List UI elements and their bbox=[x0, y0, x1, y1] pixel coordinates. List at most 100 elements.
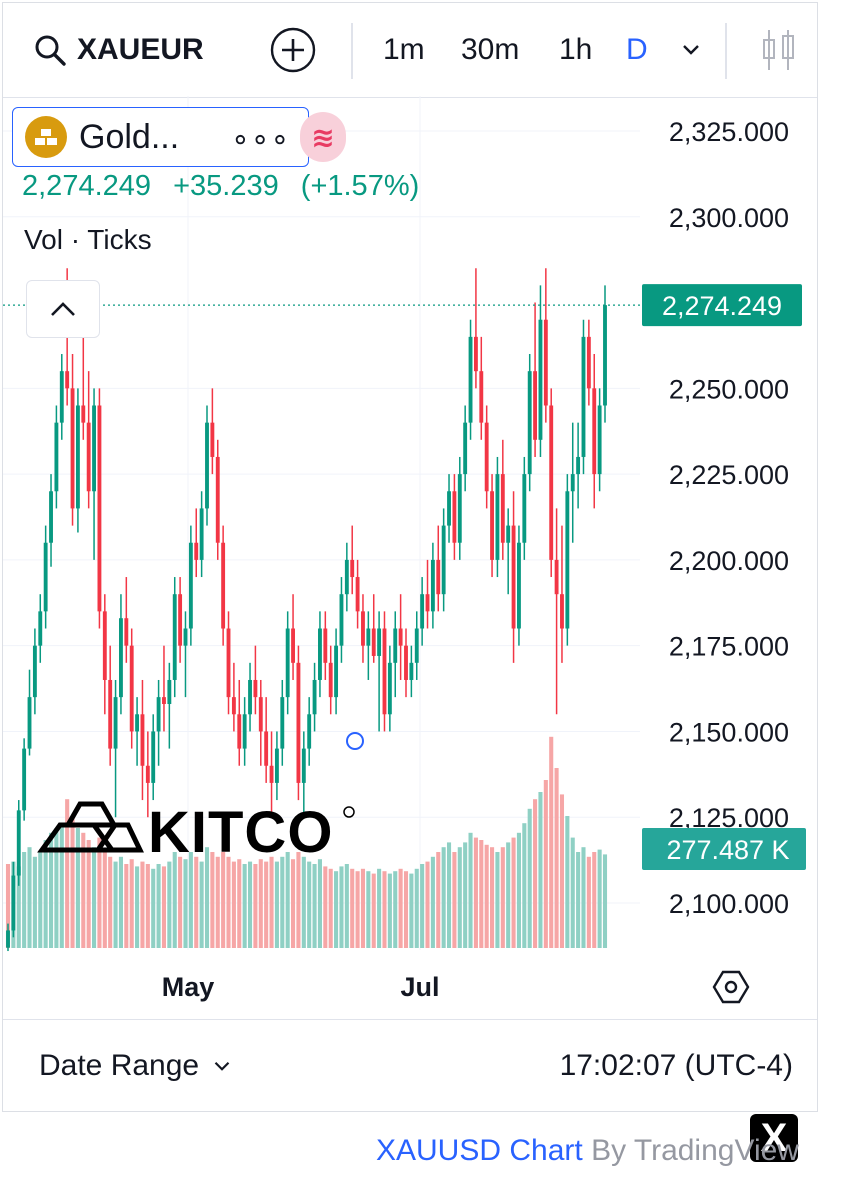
volume-bar bbox=[506, 842, 511, 948]
volume-bar bbox=[387, 873, 392, 948]
candle-body bbox=[151, 731, 156, 783]
volume-bar bbox=[118, 856, 123, 948]
volume-bar bbox=[420, 864, 425, 948]
volume-bar bbox=[565, 816, 570, 948]
candle-body bbox=[447, 491, 451, 526]
attribution-by: By TradingView bbox=[591, 1134, 799, 1167]
candle-body bbox=[162, 697, 166, 704]
volume-bar bbox=[430, 856, 435, 948]
volume-bar bbox=[317, 859, 322, 948]
add-symbol-button[interactable] bbox=[269, 3, 317, 97]
date-range-button[interactable]: Date Range bbox=[39, 1020, 235, 1112]
candle-body bbox=[178, 594, 183, 646]
kitco-logo-bar bbox=[93, 822, 144, 853]
volume-bar bbox=[371, 873, 376, 948]
candle-body bbox=[156, 697, 161, 732]
volume-bar bbox=[161, 866, 167, 948]
volume-bar bbox=[86, 840, 91, 948]
volume-bar bbox=[527, 808, 532, 948]
volume-bar bbox=[210, 852, 215, 948]
volume-bar bbox=[43, 840, 48, 948]
volume-bar bbox=[425, 861, 430, 948]
more-options-icon[interactable]: ∘∘∘ bbox=[231, 123, 291, 156]
volume-bar bbox=[135, 866, 140, 948]
candle-body bbox=[312, 679, 317, 715]
chevron-down-icon bbox=[683, 45, 699, 55]
volume-bar bbox=[543, 780, 548, 948]
close-icon[interactable]: X bbox=[750, 1114, 798, 1162]
volume-bar bbox=[473, 837, 478, 948]
gold-bars-icon bbox=[25, 116, 67, 158]
candle-body bbox=[581, 336, 586, 457]
collapse-legend-button[interactable] bbox=[26, 280, 100, 338]
candle-body bbox=[301, 748, 306, 783]
candle-body bbox=[323, 628, 328, 663]
indicator-icon[interactable]: ≋ bbox=[300, 112, 346, 162]
candle-body bbox=[452, 491, 457, 543]
candle-body bbox=[38, 611, 43, 646]
attribution-link[interactable]: XAUUSD Chart bbox=[376, 1134, 583, 1167]
interval-1h[interactable]: 1h bbox=[559, 33, 593, 66]
symbol-search[interactable]: XAUEUR bbox=[33, 3, 204, 97]
volume-legend: Vol · Ticks bbox=[24, 224, 152, 255]
toolbar-separator bbox=[725, 23, 727, 79]
price-change-pct: (+1.57%) bbox=[300, 170, 420, 202]
volume-bar bbox=[194, 856, 199, 948]
volume-bar bbox=[549, 736, 554, 948]
volume-bar bbox=[328, 868, 333, 948]
volume-bar bbox=[102, 852, 107, 948]
interval-1m[interactable]: 1m bbox=[383, 33, 425, 66]
volume-bar bbox=[355, 871, 360, 948]
candle-body bbox=[334, 645, 339, 698]
volume-bar bbox=[113, 861, 118, 948]
candle-body bbox=[420, 594, 425, 629]
candle-body bbox=[291, 628, 295, 663]
symbol-label: XAUEUR bbox=[77, 33, 204, 66]
volume-bar bbox=[97, 837, 102, 948]
candle-body bbox=[199, 508, 204, 560]
chart-type-button[interactable] bbox=[759, 3, 799, 97]
volume-bar bbox=[360, 868, 366, 948]
candle-body bbox=[102, 611, 107, 680]
interval-dropdown[interactable] bbox=[679, 3, 703, 97]
volume-bar bbox=[27, 847, 32, 948]
y-tick-label: 2,100.000 bbox=[669, 889, 789, 919]
volume-bar bbox=[334, 871, 339, 948]
interval-d[interactable]: D bbox=[626, 33, 648, 66]
volume-bar bbox=[129, 859, 134, 948]
volume-bar bbox=[54, 828, 59, 948]
volume-bar bbox=[253, 864, 258, 948]
candle-body bbox=[436, 559, 441, 595]
candle-body bbox=[576, 456, 581, 475]
candle-body bbox=[543, 319, 548, 406]
candle-body bbox=[495, 474, 500, 560]
candle-body bbox=[59, 371, 64, 423]
volume-bar bbox=[323, 866, 328, 948]
candle-body bbox=[274, 748, 279, 783]
volume-bar bbox=[38, 852, 43, 948]
candle-body bbox=[592, 388, 597, 475]
volume-bar bbox=[586, 856, 591, 948]
symbol-legend[interactable]: Gold... ∘∘∘ bbox=[12, 107, 309, 167]
y-tick-label: 2,300.000 bbox=[669, 203, 789, 233]
volume-bar bbox=[183, 859, 188, 948]
interval-30m[interactable]: 30m bbox=[461, 33, 520, 66]
last-price: 2,274.249 bbox=[22, 170, 152, 202]
volume-bar bbox=[237, 859, 242, 948]
candle-body bbox=[43, 542, 48, 612]
volume-bar bbox=[301, 856, 306, 948]
candle-body bbox=[344, 559, 349, 595]
candle-body bbox=[404, 645, 408, 680]
volume-bar bbox=[92, 847, 97, 948]
candle-body bbox=[414, 628, 419, 663]
volume-bar bbox=[463, 842, 468, 948]
candle-body bbox=[167, 679, 172, 704]
candle-body bbox=[237, 714, 242, 749]
candle-body bbox=[484, 422, 489, 492]
volume-bar bbox=[258, 859, 263, 948]
volume-bar bbox=[484, 844, 489, 948]
volume-bar bbox=[516, 832, 521, 948]
candle-body bbox=[92, 405, 96, 492]
candle-body bbox=[527, 371, 532, 475]
